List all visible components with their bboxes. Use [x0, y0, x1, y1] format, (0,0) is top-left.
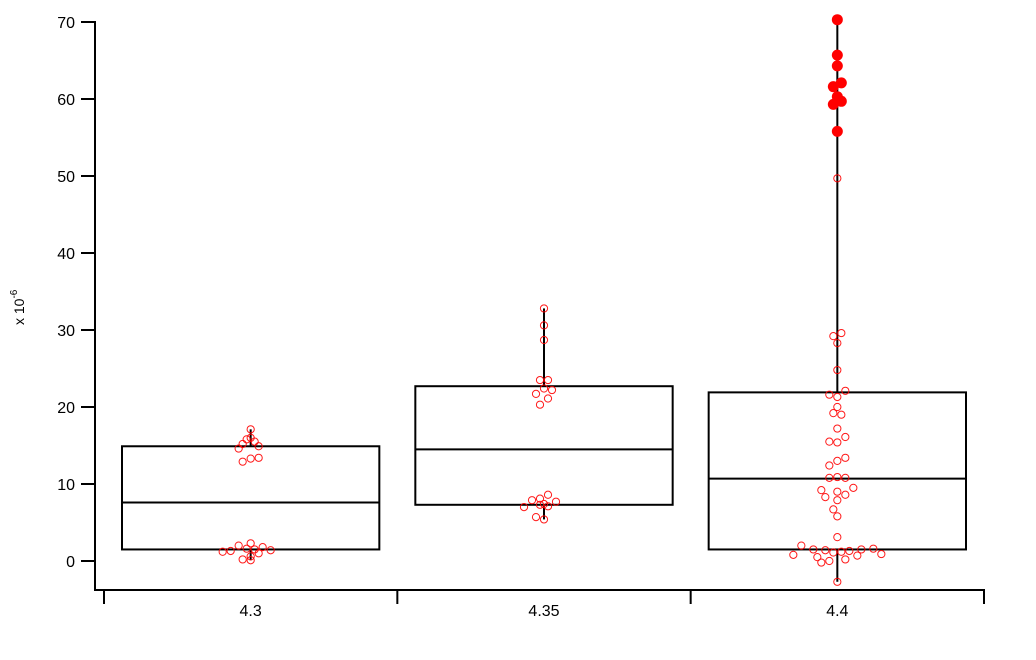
- box-4.35: [414, 308, 674, 520]
- y-axis-label-base: x 10: [11, 298, 27, 325]
- x-tick-label: 4.4: [826, 603, 848, 620]
- y-tick-label: 10: [57, 477, 75, 494]
- y-tick-label: 70: [57, 15, 75, 32]
- y-tick-label: 60: [57, 92, 75, 109]
- y-tick-label: 20: [57, 400, 75, 417]
- y-tick-label: 30: [57, 323, 75, 340]
- y-axis-label-exponent: -6: [9, 289, 20, 298]
- y-axis-label: x 10-6: [9, 289, 27, 325]
- x-tick-label: 4.35: [528, 603, 559, 620]
- x-tick-label: 4.3: [240, 603, 262, 620]
- points-4.3: [218, 425, 275, 565]
- box-4.3: [121, 429, 381, 561]
- x-axis: 4.3 4.35 4.4: [94, 589, 985, 620]
- y-tick-label: 50: [57, 169, 75, 186]
- data-points: [218, 14, 886, 586]
- y-tick-label: 40: [57, 246, 75, 263]
- points-4.4: [789, 14, 886, 586]
- y-tick-label: 0: [66, 554, 75, 571]
- y-axis: 0 10 20 30 40 50 60 70: [57, 15, 96, 590]
- points-4.35: [519, 304, 561, 524]
